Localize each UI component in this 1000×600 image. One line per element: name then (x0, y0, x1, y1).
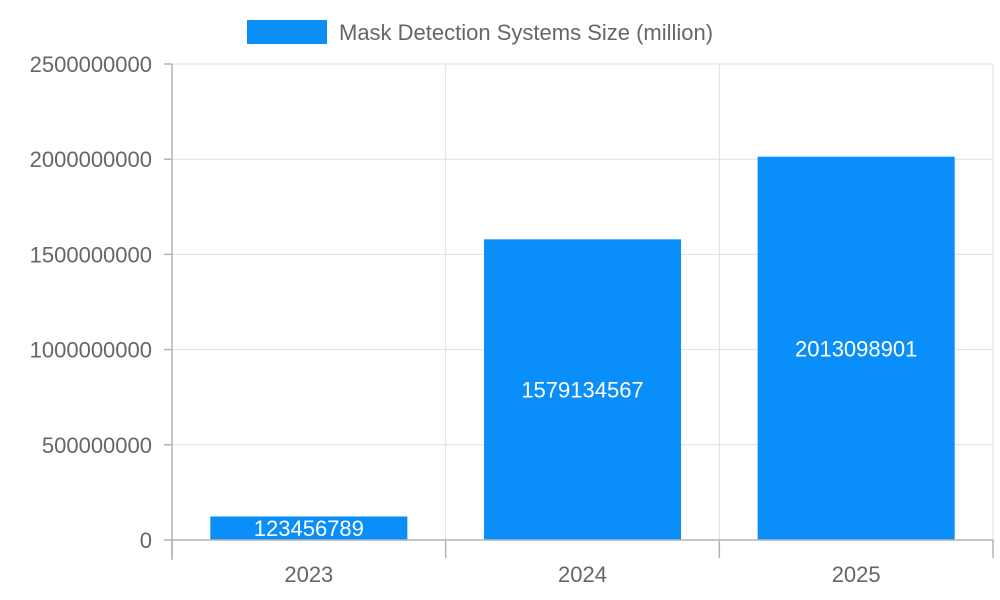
bars (210, 156, 955, 541)
y-tick-label: 0 (140, 528, 152, 553)
x-tick-label: 2023 (284, 562, 333, 587)
bar-2024[interactable] (483, 239, 682, 541)
y-tick-label: 500000000 (42, 433, 152, 458)
axes (171, 64, 994, 560)
y-axis-tick-labels: 0 500000000 1000000000 1500000000 2000000000… (30, 52, 172, 553)
bar-value-label: 123456789 (254, 516, 364, 541)
bar-value-label: 1579134567 (521, 378, 643, 403)
bar-2023[interactable] (210, 516, 408, 540)
x-tick-label: 2024 (558, 562, 607, 587)
bar-value-label: 2013098901 (795, 336, 917, 361)
y-tick-label: 1000000000 (30, 338, 152, 363)
legend-label: Mask Detection Systems Size (million) (339, 20, 713, 45)
y-tick-label: 2500000000 (30, 52, 152, 77)
legend: Mask Detection Systems Size (million) (247, 20, 713, 45)
y-tick-label: 2000000000 (30, 147, 152, 172)
y-tick-label: 1500000000 (30, 242, 152, 267)
legend-swatch (247, 20, 327, 44)
bar-value-labels: 123456789 1579134567 2013098901 (254, 336, 918, 541)
bar-2025[interactable] (757, 156, 955, 540)
x-axis-tick-labels: 2023 2024 2025 (284, 562, 880, 587)
x-tick-label: 2025 (832, 562, 881, 587)
